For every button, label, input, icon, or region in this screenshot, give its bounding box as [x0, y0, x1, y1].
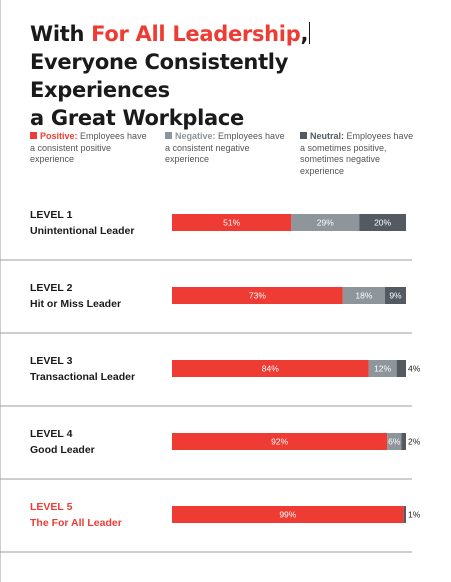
- legend-positive-text-3: experience: [30, 154, 75, 164]
- data-label: 1%: [408, 510, 421, 520]
- legend-positive-swatch: [30, 132, 37, 139]
- category-level-label: LEVEL 5: [30, 501, 73, 513]
- data-label: 51%: [223, 218, 240, 228]
- data-label: 2%: [408, 437, 421, 447]
- data-label: 6%: [388, 437, 401, 447]
- data-label: 20%: [374, 218, 391, 228]
- bar-segment-negative: [368, 360, 397, 377]
- title-line-3: a Great Workplace: [30, 106, 244, 130]
- legend-negative-label: Negative:: [175, 131, 216, 141]
- legend-positive-text-1: Employees have: [80, 131, 147, 141]
- title-line-1: With For All Leadership,: [30, 20, 430, 48]
- category-name-label: Unintentional Leader: [30, 225, 134, 237]
- title-accent: For All Leadership: [91, 22, 301, 46]
- legend-negative-text-2: a consistent negative: [165, 142, 250, 153]
- bar-segment-neutral: [403, 506, 406, 523]
- legend-neutral-swatch: [300, 132, 307, 139]
- bar-segment-negative: [291, 214, 360, 231]
- bar-segment-negative: [387, 433, 402, 450]
- data-label: 92%: [271, 437, 288, 447]
- bar-segment-positive: [172, 360, 369, 377]
- legend-negative-swatch: [165, 132, 172, 139]
- bar-segment-positive: [172, 433, 388, 450]
- legend-neutral-text-2: a sometimes positive,: [300, 142, 387, 153]
- bar-segment-neutral: [359, 214, 406, 231]
- category-name-label: The For All Leader: [30, 517, 122, 529]
- bar-segment-positive: [172, 506, 404, 523]
- bar-segment-neutral: [401, 433, 406, 450]
- data-label: 29%: [317, 218, 334, 228]
- legend-neutral-text-4: experience: [300, 165, 345, 176]
- chart-title: With For All Leadership, Everyone Consis…: [30, 20, 430, 132]
- legend-neutral: Neutral: Employees have a sometimes posi…: [300, 131, 430, 177]
- category-name-label: Transactional Leader: [30, 371, 135, 383]
- category-name-label: Good Leader: [30, 444, 95, 456]
- category-level-label: LEVEL 2: [30, 282, 73, 294]
- title-line-2: Everyone Consistently Experiences: [30, 50, 289, 102]
- bar-segment-negative: [342, 287, 385, 304]
- legend-neutral-text-3: sometimes negative: [300, 154, 381, 164]
- category-name-label: Hit or Miss Leader: [30, 298, 121, 310]
- data-label: 73%: [249, 291, 266, 301]
- data-label: 9%: [389, 291, 402, 301]
- bar-segment-positive: [172, 287, 343, 304]
- bar-segment-neutral: [384, 287, 406, 304]
- category-level-label: LEVEL 4: [30, 428, 73, 440]
- data-label: 18%: [355, 291, 372, 301]
- bar-segment-neutral: [396, 360, 406, 377]
- title-suffix: ,: [300, 22, 309, 46]
- legend-positive: Positive: Employees have a consistent po…: [30, 131, 160, 166]
- page-left-edge: [0, 0, 1, 582]
- legend-neutral-label: Neutral:: [310, 131, 345, 141]
- data-label: 99%: [279, 510, 296, 520]
- legend-negative-text-3: experience: [165, 154, 210, 164]
- legend-negative-text-1: Employees have: [218, 131, 285, 141]
- category-level-label: LEVEL 1: [30, 209, 73, 221]
- title-prefix: With: [30, 22, 92, 46]
- data-label: 84%: [262, 364, 279, 374]
- data-label: 12%: [374, 364, 391, 374]
- bar-segment-positive: [172, 214, 292, 231]
- legend-positive-label: Positive:: [40, 131, 78, 141]
- text-cursor: [309, 22, 311, 44]
- legend-neutral-text-1: Employees have: [346, 131, 414, 141]
- data-label: 4%: [408, 364, 421, 374]
- category-level-label: LEVEL 3: [30, 355, 73, 367]
- legend-positive-text-2: a consistent positive: [30, 142, 112, 153]
- legend-negative: Negative: Employees have a consistent ne…: [165, 131, 295, 166]
